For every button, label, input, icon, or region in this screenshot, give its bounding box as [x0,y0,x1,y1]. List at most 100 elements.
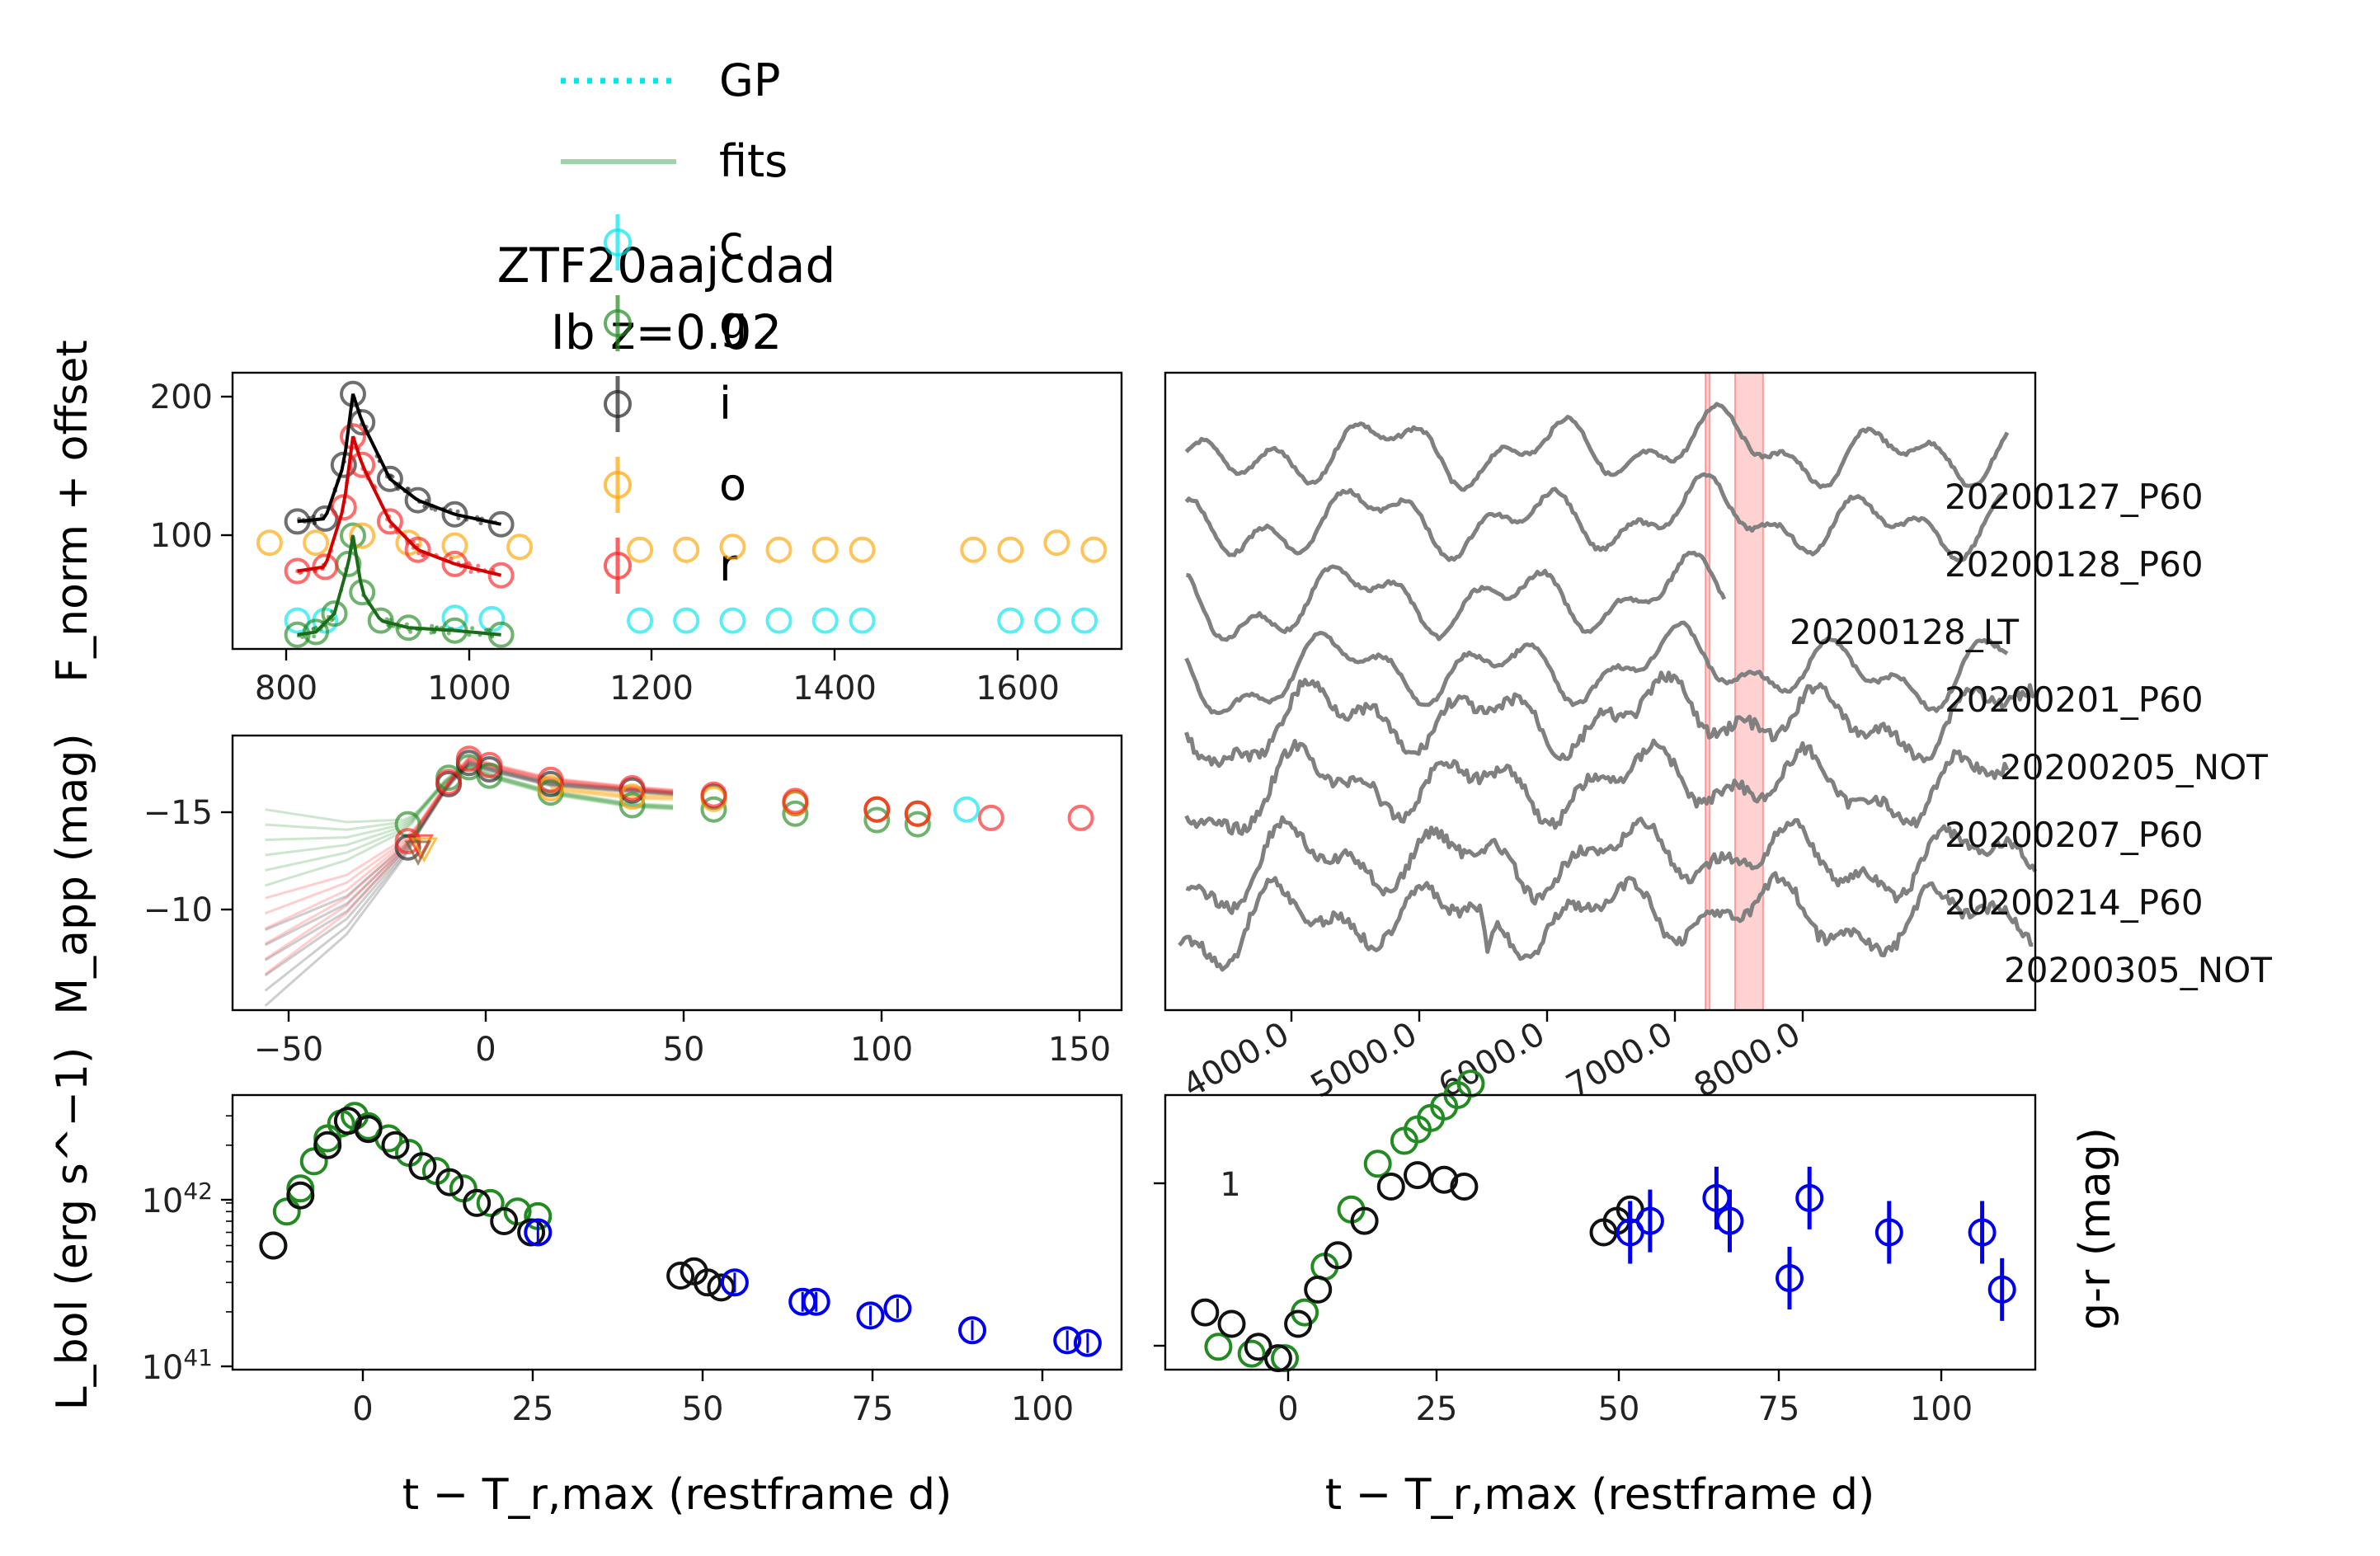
mag-fit-line-r [264,759,674,975]
lbol-panel: 1042 1041 0 25 50 75 100 t − T_r,max (re… [48,1047,1123,1520]
flux-ytick-label-200: 200 [150,378,213,416]
flux-fit-line-r [297,435,502,577]
lbol-ytick-label-42: 1042 [141,1178,213,1220]
lbol-ylabel: L_bol (erg s^−1) [48,1047,97,1411]
color-point-i [1304,1275,1333,1304]
mag-point-r [782,787,809,815]
spec-label-4: 20200205_NOT [2000,747,2268,787]
spectra-shaded-band [1734,373,1763,1010]
lbol-xtick-label-75: 75 [852,1390,894,1428]
lbol-point-r [958,1316,986,1345]
flux-point-g [367,607,394,634]
mag-ytick-label-15: −15 [143,794,213,832]
color-xtick-label-50: 50 [1598,1390,1640,1428]
color-xlabel: t − T_r,max (restframe d) [1325,1470,1875,1520]
mag-point-r [435,769,463,796]
lbol-point-i [354,1115,383,1144]
lbol-point-r [856,1301,885,1330]
spectrum-line-20200207_P60 [1184,738,2010,836]
mag-axes-frame [231,734,1123,1012]
flux-point-o [1043,529,1070,557]
color-point-r [1635,1206,1664,1235]
flux-gp-point-g [484,628,489,632]
flux-point-c [1034,607,1061,634]
color-point-i [1430,1165,1459,1194]
flux-panel: 100 200 800 1000 1200 1400 1600 F_norm +… [48,340,1123,707]
mag-xtick-label-100: 100 [850,1031,913,1069]
flux-point-o [1080,536,1108,563]
flux-gp-point-i [406,487,411,491]
mag-data-marks [264,745,1094,1008]
lbol-point-i [381,1131,410,1159]
flux-point-r [376,508,403,535]
mag-point-c [953,796,981,823]
spec-xtick-label-5000: 5000.0 [1305,1015,1423,1106]
mag-fit-line-r [265,756,674,915]
spectra-shaded-band [1705,373,1710,1010]
flux-point-o [303,529,330,557]
flux-gp-point-g [300,635,305,639]
lbol-point-i [313,1131,342,1159]
flux-ylabel: F_norm + offset [48,340,97,683]
spectrum-line-20200205_NOT [1184,670,2036,769]
color-point-i [1284,1309,1313,1338]
mag-fit-line-g [265,766,674,857]
flux-point-c [627,607,654,634]
lbol-ytick-label-41: 1041 [141,1344,213,1387]
flux-point-r [487,562,515,589]
mag-fit-line-i [264,760,674,947]
mag-xtick-label-0: 0 [475,1031,496,1069]
lbol-xtick-label-25: 25 [512,1390,554,1428]
lbol-point-r [883,1294,912,1323]
flux-point-i [404,487,431,514]
mag-point-r [700,781,727,808]
spectrum-line-20200127_P60 [1184,402,2010,492]
flux-point-g [303,618,330,646]
flux-point-c [719,607,746,634]
legend-fits-label: fits [719,135,788,187]
legend-markers [604,214,632,594]
flux-gp-point-r [468,570,473,574]
flux-point-g [349,579,376,606]
mag-point-r [537,766,564,793]
mag-fit-line-r [264,757,674,945]
flux-point-o [719,534,746,561]
lbol-point-i [694,1268,722,1297]
color-point-i [1191,1298,1220,1327]
color-panel: 1 0 25 50 75 100 t − T_r,max (restframe … [1154,1069,2120,1520]
flux-point-c [997,607,1024,634]
flux-gp-point-g [467,632,472,637]
mag-upper-limit-marker [404,840,432,867]
flux-point-o [506,534,534,561]
lbol-point-i [463,1188,492,1217]
mag-panel: −15 −10 −50 0 50 100 150 M_app (mag) [48,733,1123,1069]
lbol-minor-ticks [226,1115,233,1313]
lbol-point-r [802,1287,830,1316]
lbol-point-i [490,1207,519,1235]
lbol-point-g [272,1197,301,1226]
lbol-xtick-label-0: 0 [352,1390,373,1428]
lbol-point-r [1073,1328,1102,1357]
flux-point-r [312,553,339,581]
flux-gp-point-g [470,626,475,631]
flux-gp-point-g [312,634,317,639]
mag-point-r [977,804,1004,831]
spec-xtick-label-8000: 8000.0 [1688,1015,1807,1106]
lbol-point-g [476,1188,505,1217]
lbol-point-i [259,1231,288,1260]
mag-fit-line-g [265,765,674,841]
mag-fit-line-g [265,767,674,872]
flux-point-o [811,536,839,563]
flux-point-r [441,550,468,577]
title-line1: ZTF20aajcdad [497,237,836,294]
flux-point-g [321,600,348,628]
spectrum-line-20200128_P60 [1184,472,2008,562]
flux-gp-point-r [449,557,454,562]
mag-fit-line-i [264,762,674,977]
color-point-r [1795,1183,1824,1212]
mag-point-o [619,783,646,811]
flux-fit-line-i [297,393,502,526]
lbol-point-r [524,1218,553,1247]
lbol-xlabel: t − T_r,max (restframe d) [402,1470,952,1520]
